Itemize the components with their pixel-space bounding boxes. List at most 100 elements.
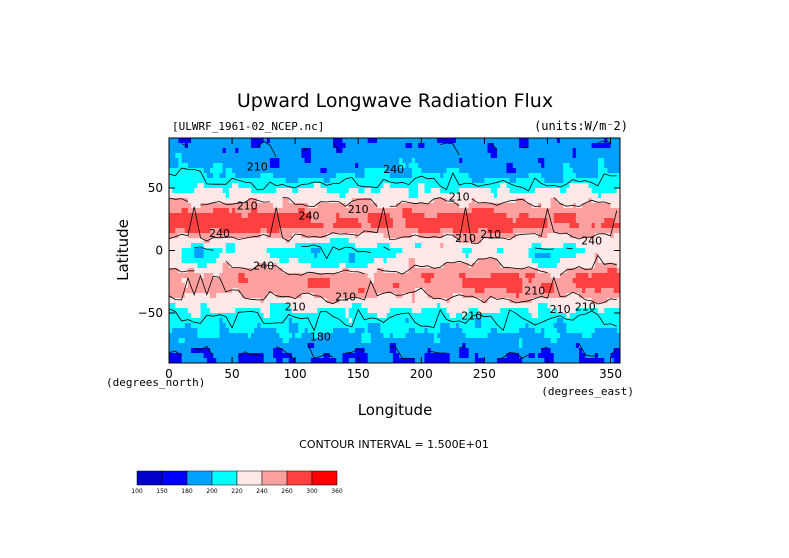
heatmap-cell: [276, 298, 280, 304]
heatmap-cell: [538, 143, 542, 149]
heatmap-cell: [437, 233, 441, 239]
heatmap-cell: [594, 283, 599, 289]
heatmap-cell: [446, 243, 451, 249]
heatmap-cell: [374, 253, 378, 259]
heatmap-cell: [446, 268, 451, 274]
heatmap-cell: [172, 183, 176, 189]
heatmap-cell: [575, 213, 580, 219]
heatmap-cell: [251, 173, 255, 179]
heatmap-cell: [383, 228, 388, 234]
heatmap-cell: [610, 213, 615, 219]
heatmap-cell: [402, 188, 406, 194]
heatmap-cell: [222, 198, 227, 204]
heatmap-cell: [487, 218, 492, 224]
heatmap-cell: [269, 203, 274, 209]
heatmap-cell: [333, 233, 337, 239]
heatmap-cell: [459, 173, 463, 179]
heatmap-cell: [418, 298, 422, 304]
heatmap-cell: [392, 223, 397, 229]
heatmap-cell: [553, 293, 558, 299]
heatmap-cell: [515, 198, 520, 204]
heatmap-cell: [515, 233, 520, 239]
heatmap-cell: [556, 238, 561, 244]
heatmap-cell: [210, 163, 214, 169]
heatmap-cell: [544, 298, 548, 304]
heatmap-cell: [323, 173, 328, 179]
heatmap-cell: [269, 138, 274, 144]
heatmap-cell: [361, 168, 365, 174]
heatmap-cell: [285, 303, 290, 309]
heatmap-cell: [386, 273, 391, 279]
heatmap-cell: [314, 263, 318, 269]
heatmap-cell: [604, 193, 608, 199]
heatmap-cell: [197, 243, 201, 249]
heatmap-cell: [351, 203, 356, 209]
heatmap-cell: [500, 193, 504, 199]
heatmap-cell: [591, 248, 596, 254]
heatmap-cell: [197, 173, 201, 179]
heatmap-cell: [402, 163, 406, 169]
heatmap-cell: [468, 158, 473, 164]
heatmap-cell: [266, 293, 271, 299]
heatmap-cell: [364, 268, 369, 274]
heatmap-cell: [172, 268, 176, 274]
heatmap-cell: [547, 248, 552, 254]
heatmap-cell: [181, 173, 186, 179]
heatmap-cell: [389, 273, 394, 279]
heatmap-cell: [314, 298, 318, 304]
heatmap-cell: [285, 288, 290, 294]
heatmap-cell: [459, 298, 463, 304]
heatmap-cell: [478, 163, 482, 169]
heatmap-cell: [178, 143, 183, 149]
heatmap-cell: [181, 298, 186, 304]
heatmap-cell: [314, 168, 318, 174]
heatmap-cell: [459, 158, 463, 164]
heatmap-cell: [285, 148, 290, 154]
heatmap-cell: [408, 218, 413, 224]
heatmap-cell: [266, 248, 271, 254]
heatmap-cell: [367, 158, 372, 164]
heatmap-cell: [560, 148, 564, 154]
heatmap-cell: [370, 208, 375, 214]
heatmap-cell: [437, 188, 441, 194]
heatmap-cell: [427, 138, 432, 144]
heatmap-cell: [399, 143, 403, 149]
heatmap-cell: [266, 143, 271, 149]
heatmap-cell: [613, 283, 618, 289]
heatmap-cell: [386, 193, 391, 199]
heatmap-cell: [247, 298, 252, 304]
heatmap-cell: [616, 268, 620, 274]
heatmap-cell: [585, 228, 589, 234]
heatmap-cell: [367, 183, 372, 189]
heatmap-cell: [544, 278, 548, 284]
heatmap-cell: [238, 233, 242, 239]
heatmap-cell: [506, 273, 511, 279]
heatmap-cell: [506, 278, 511, 284]
heatmap-cell: [515, 258, 520, 264]
heatmap-cell: [610, 263, 615, 269]
heatmap-cell: [515, 218, 520, 224]
heatmap-cell: [572, 193, 577, 199]
heatmap-cell: [206, 163, 211, 169]
heatmap-cell: [364, 143, 369, 149]
heatmap-cell: [556, 148, 561, 154]
heatmap-cell: [610, 198, 615, 204]
heatmap-cell: [279, 193, 283, 199]
heatmap-cell: [348, 263, 353, 269]
heatmap-cell: [178, 188, 183, 194]
heatmap-cell: [392, 278, 397, 284]
heatmap-cell: [579, 268, 583, 274]
heatmap-cell: [509, 188, 514, 194]
heatmap-cell: [323, 183, 328, 189]
heatmap-cell: [402, 298, 406, 304]
heatmap-cell: [597, 218, 602, 224]
heatmap-cell: [613, 153, 618, 159]
heatmap-cell: [408, 248, 413, 254]
heatmap-cell: [235, 213, 239, 219]
heatmap-cell: [560, 143, 564, 149]
heatmap-cell: [415, 253, 419, 259]
heatmap-cell: [462, 168, 466, 174]
heatmap-cell: [468, 258, 473, 264]
heatmap-cell: [320, 273, 324, 279]
heatmap-cell: [544, 243, 548, 249]
